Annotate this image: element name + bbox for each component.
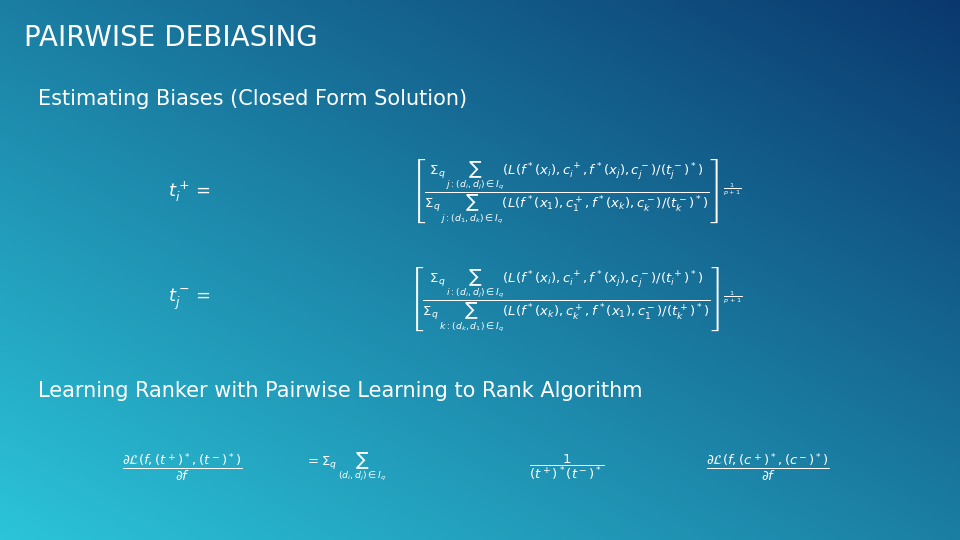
Text: $\dfrac{\partial\mathcal{L}(f,(t^+)^*,(t^-)^*)}{\partial f}$: $\dfrac{\partial\mathcal{L}(f,(t^+)^*,(t…: [122, 451, 243, 483]
Text: Learning Ranker with Pairwise Learning to Rank Algorithm: Learning Ranker with Pairwise Learning t…: [38, 381, 643, 401]
Text: PAIRWISE DEBIASING: PAIRWISE DEBIASING: [24, 24, 318, 52]
Text: $\dfrac{1}{(t^+)^*(t^-)^*}$: $\dfrac{1}{(t^+)^*(t^-)^*}$: [529, 453, 604, 482]
Text: $t_i^+ =$: $t_i^+ =$: [168, 179, 211, 204]
Text: $\left[\dfrac{\Sigma_q\,\sum_{i:(d_i,d_j)\in I_q}(L(f^*(x_i),c_i^+,f^*(x_j),c_j^: $\left[\dfrac{\Sigma_q\,\sum_{i:(d_i,d_j…: [409, 266, 743, 334]
Text: $=\Sigma_q\,\sum_{(d_i,d_j)\in I_q}$: $=\Sigma_q\,\sum_{(d_i,d_j)\in I_q}$: [305, 451, 386, 483]
Text: $\left[\dfrac{\Sigma_q\,\sum_{j:(d_i,d_j)\in I_q}(L(f^*(x_i),c_i^+,f^*(x_j),c_j^: $\left[\dfrac{\Sigma_q\,\sum_{j:(d_i,d_j…: [411, 158, 741, 226]
Text: $\dfrac{\partial\mathcal{L}(f,(c^+)^*,(c^-)^*)}{\partial f}$: $\dfrac{\partial\mathcal{L}(f,(c^+)^*,(c…: [706, 451, 830, 483]
Text: Estimating Biases (Closed Form Solution): Estimating Biases (Closed Form Solution): [38, 89, 468, 109]
Text: $t_j^- =$: $t_j^- =$: [168, 287, 211, 312]
